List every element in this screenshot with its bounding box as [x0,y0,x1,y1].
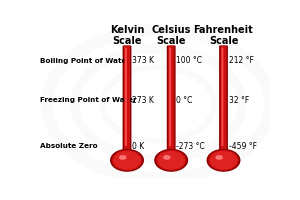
Ellipse shape [216,156,222,159]
Circle shape [207,150,240,171]
Text: Kelvin
Scale: Kelvin Scale [110,25,144,46]
Text: Boiling Point of Water: Boiling Point of Water [40,58,130,64]
Text: 373 K: 373 K [132,56,154,65]
Text: 0 K: 0 K [132,142,144,151]
FancyBboxPatch shape [124,46,130,149]
Text: 212 °F: 212 °F [229,56,253,65]
FancyBboxPatch shape [219,45,228,150]
FancyBboxPatch shape [167,45,176,150]
FancyBboxPatch shape [123,45,131,150]
FancyBboxPatch shape [168,46,174,149]
Circle shape [158,152,184,169]
Text: Absolute Zero: Absolute Zero [40,143,97,149]
Text: Fahrenheit
Scale: Fahrenheit Scale [194,25,254,46]
Text: Freezing Point of Water: Freezing Point of Water [40,97,136,103]
Text: -273 °C: -273 °C [176,142,205,151]
Circle shape [112,151,141,170]
Ellipse shape [164,156,170,159]
Text: 32 °F: 32 °F [229,96,249,105]
Circle shape [114,152,140,169]
Text: 100 °C: 100 °C [176,56,202,65]
Text: -459 °F: -459 °F [229,142,256,151]
Text: 0 °C: 0 °C [176,96,193,105]
Circle shape [211,152,236,169]
Ellipse shape [120,156,126,159]
FancyBboxPatch shape [220,46,226,149]
FancyBboxPatch shape [169,48,171,146]
Circle shape [111,150,143,171]
Circle shape [157,151,186,170]
Text: 273 K: 273 K [132,96,154,105]
FancyBboxPatch shape [221,48,224,146]
Circle shape [155,150,188,171]
FancyBboxPatch shape [125,48,127,146]
Circle shape [209,151,238,170]
Text: Celsius
Scale: Celsius Scale [152,25,191,46]
